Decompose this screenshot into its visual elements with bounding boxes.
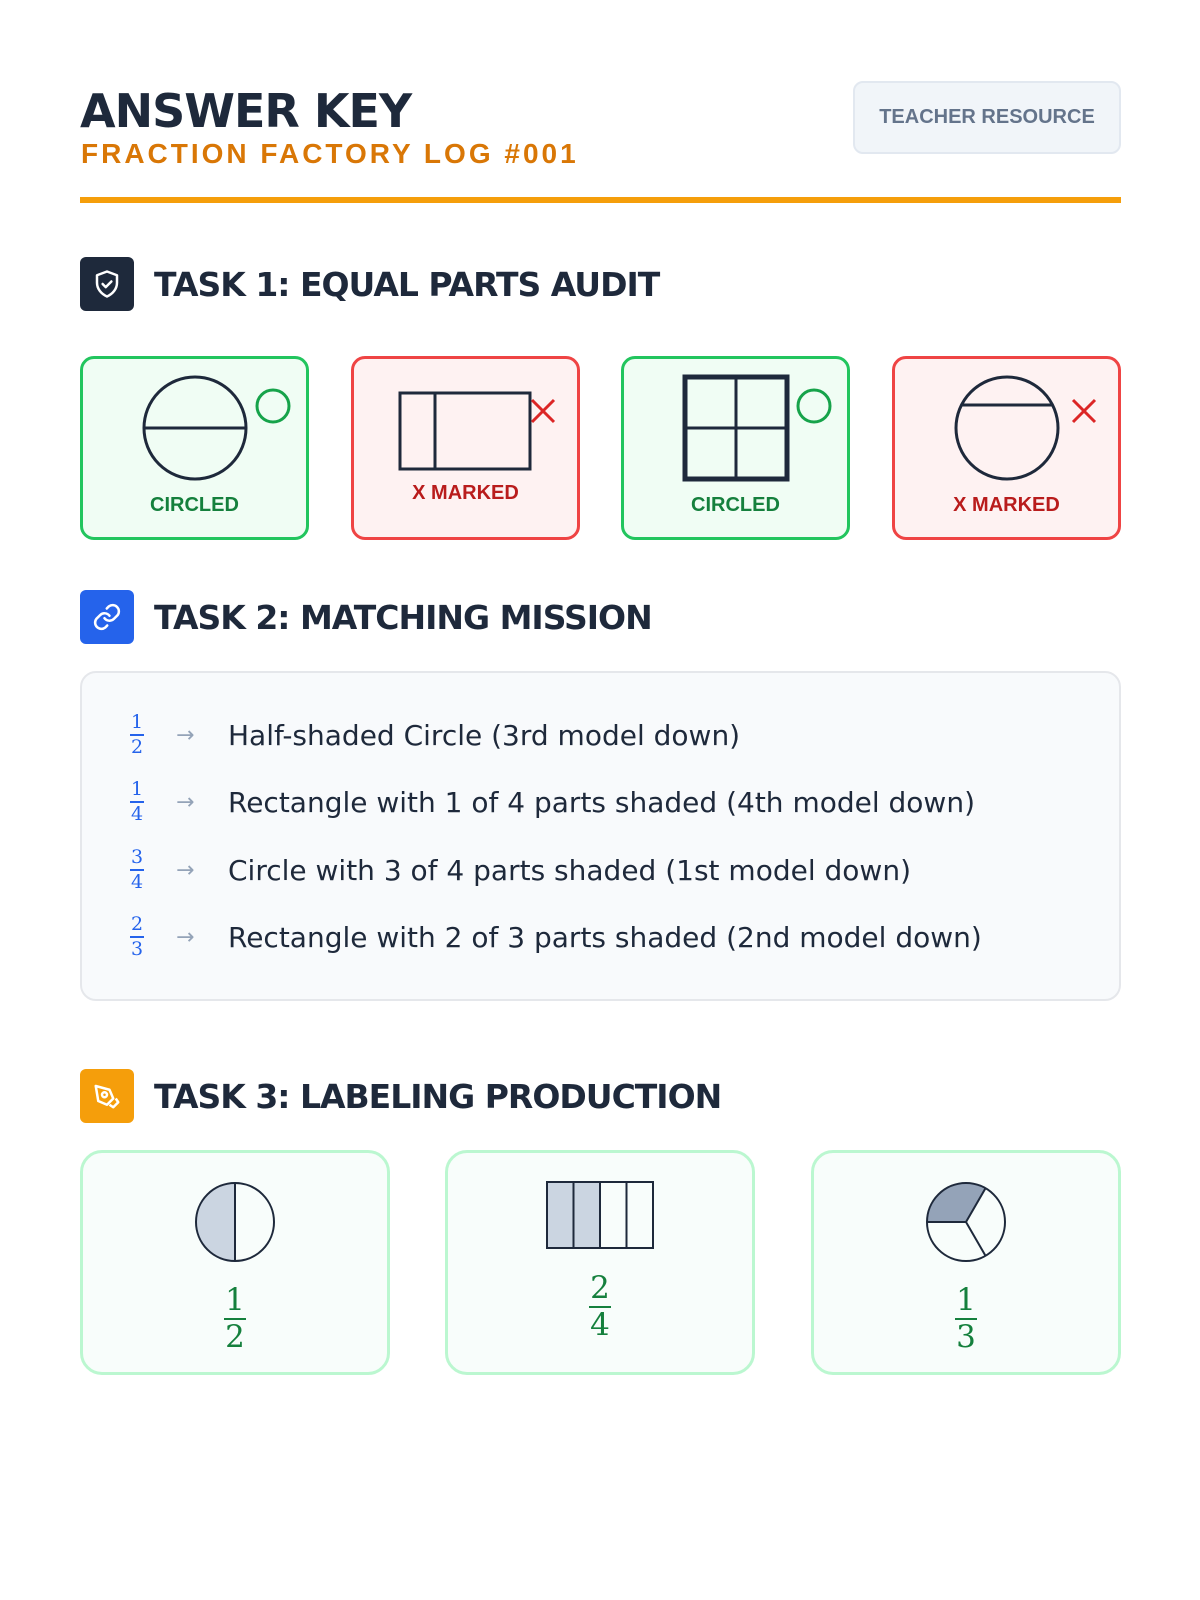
third-shaded-circle [926,1182,1006,1262]
circle-mark-icon [255,388,291,424]
task1-title: TASK 1: EQUAL PARTS AUDIT [154,264,660,304]
task2-header: TASK 2: MATCHING MISSION [80,590,653,644]
half-shaded-circle [195,1182,275,1262]
x-mark-icon [530,398,556,424]
uneven-circle-shape [954,375,1059,481]
arrow-right-icon: → [176,924,195,950]
uneven-rectangle-shape [398,391,531,471]
pen-tool-icon [80,1069,134,1123]
shield-check-icon [80,257,134,311]
denominator: 4 [130,871,144,893]
task1-header: TASK 1: EQUAL PARTS AUDIT [80,257,660,311]
task3-header: TASK 3: LABELING PRODUCTION [80,1069,722,1123]
numerator: 1 [129,713,145,736]
audit-label: X MARKED [412,482,519,504]
task2-title: TASK 2: MATCHING MISSION [154,597,653,637]
denominator: 4 [130,803,144,825]
two-fourths-rectangle [546,1181,654,1249]
numerator: 1 [955,1282,977,1320]
denominator: 3 [956,1319,976,1355]
denominator: 4 [590,1307,610,1343]
header-divider [80,197,1121,203]
audit-label: CIRCLED [150,494,239,516]
circle-mark-icon [796,388,832,424]
match-text: Rectangle with 2 of 3 parts shaded (2nd … [228,920,982,954]
arrow-right-icon: → [176,789,195,815]
task3-title: TASK 3: LABELING PRODUCTION [154,1076,722,1116]
audit-card-4: X MARKED [892,356,1121,540]
arrow-right-icon: → [176,857,195,883]
denominator: 2 [130,736,144,758]
square-quarters-shape [682,374,789,482]
audit-card-1: CIRCLED [80,356,309,540]
circle-halves-shape [142,375,247,481]
numerator: 2 [129,915,145,938]
teacher-resource-badge: TEACHER RESOURCE [853,81,1121,154]
audit-card-2: X MARKED [351,356,580,540]
x-mark-icon [1071,398,1097,424]
numerator: 3 [129,848,145,871]
page-subtitle: FRACTION FACTORY LOG #001 [81,138,579,169]
denominator: 3 [130,938,144,960]
match-text: Rectangle with 1 of 4 parts shaded (4th … [228,785,976,819]
numerator: 1 [129,780,145,803]
audit-label: CIRCLED [691,494,780,516]
audit-label: X MARKED [953,494,1060,516]
numerator: 1 [224,1282,246,1320]
match-text: Circle with 3 of 4 parts shaded (1st mod… [228,853,911,887]
arrow-right-icon: → [176,722,195,748]
match-text: Half-shaded Circle (3rd model down) [228,718,741,752]
audit-card-3: CIRCLED [621,356,850,540]
link-icon [80,590,134,644]
denominator: 2 [225,1319,245,1355]
page-title: ANSWER KEY [80,84,412,138]
numerator: 2 [589,1270,611,1308]
